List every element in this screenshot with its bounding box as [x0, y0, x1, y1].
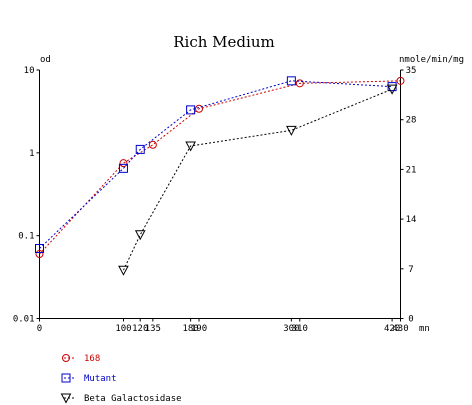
data-point-2 [118, 265, 129, 276]
right-tick-label: 35 [406, 66, 417, 76]
right-tick-label: 21 [406, 165, 417, 175]
data-point-0 [396, 76, 405, 85]
x-tick-label: 180 [182, 324, 198, 334]
data-point-0 [119, 159, 128, 168]
data-point-2 [185, 141, 196, 152]
data-point-2 [386, 84, 398, 95]
left-tick-label: 0.1 [18, 232, 34, 242]
right-tick-label: 14 [406, 215, 417, 225]
left-tick-label: 10 [24, 66, 35, 76]
data-point-0 [35, 250, 44, 259]
right-tick-label: 28 [406, 116, 417, 126]
right-axis-label: nmole/min/mg [399, 55, 464, 65]
left-tick-label: 1 [29, 149, 34, 159]
data-point-2 [134, 230, 146, 241]
data-point-1 [135, 144, 145, 154]
data-point-0 [295, 79, 304, 88]
x-tick-label: 120 [132, 324, 148, 334]
legend-marker-0 [62, 354, 70, 362]
left-tick-label: 0.01 [13, 315, 35, 325]
legend-label-1: Mutant [84, 374, 117, 384]
series-layer [35, 76, 405, 276]
series-line-0 [39, 80, 401, 255]
x-tick-label: 135 [145, 324, 161, 334]
right-tick-label: 0 [408, 315, 413, 325]
legend-label-0: 168 [84, 354, 100, 364]
chart-title: Rich Medium [173, 33, 274, 51]
data-point-0 [195, 104, 204, 113]
data-point-2 [286, 125, 297, 136]
legend-marker-2 [60, 393, 72, 404]
x-tick-label: 300 [283, 324, 299, 334]
legend-label-2: Beta Galactosidase [84, 394, 182, 404]
series-line-2 [123, 88, 393, 271]
data-point-1 [186, 105, 196, 115]
x-tick-label: 420 [384, 324, 400, 334]
x-tick-label: 430 [392, 324, 408, 334]
legend-marker-1 [61, 373, 71, 383]
x-tick-label: 310 [292, 324, 308, 334]
right-tick-label: 7 [408, 265, 413, 275]
left-axis-label: od [40, 55, 51, 65]
series-line-1 [39, 80, 393, 249]
x-tick-label: 190 [191, 324, 207, 334]
data-point-1 [286, 76, 296, 86]
x-tick-label: 0 [37, 324, 42, 334]
x-axis-label: mn [419, 324, 430, 334]
data-point-1 [35, 243, 44, 253]
data-point-1 [118, 163, 128, 173]
data-point-0 [148, 140, 157, 149]
x-tick-label: 100 [115, 324, 131, 334]
legend: 168 Mutant Beta Galactosidase [60, 354, 182, 404]
